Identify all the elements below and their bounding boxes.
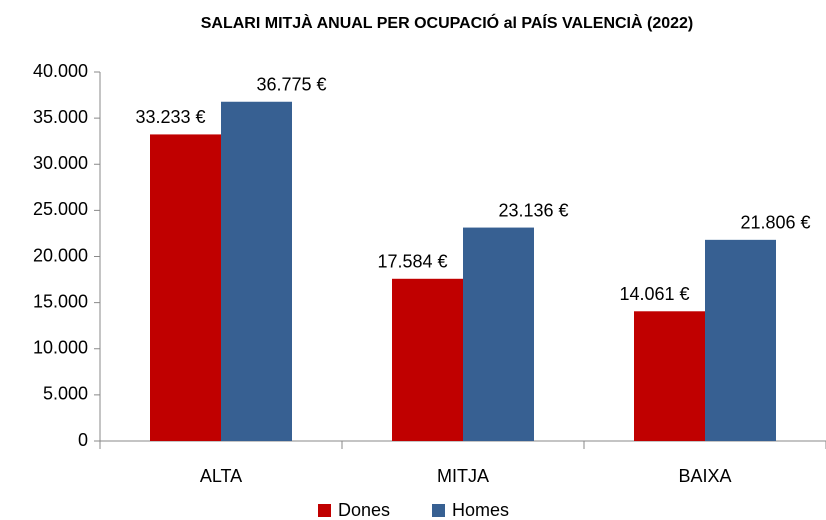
y-tick-label: 25.000 [33, 199, 88, 219]
legend-label: Homes [452, 500, 509, 520]
y-tick-label: 0 [78, 430, 88, 450]
y-tick-label: 10.000 [33, 338, 88, 358]
bar [705, 239, 776, 441]
legend-label: Dones [338, 500, 390, 520]
data-label: 33.233 € [135, 107, 205, 127]
y-tick-label: 5.000 [43, 384, 88, 404]
data-label: 23.136 € [498, 200, 568, 220]
legend-swatch [318, 504, 331, 517]
x-tick-label: BAIXA [678, 466, 731, 486]
y-tick-label: 30.000 [33, 153, 88, 173]
bar [463, 227, 534, 441]
data-label: 14.061 € [619, 284, 689, 304]
bar [634, 311, 705, 441]
y-tick-label: 20.000 [33, 245, 88, 265]
bar [221, 101, 292, 442]
data-label: 17.584 € [377, 252, 447, 272]
bar [392, 278, 463, 441]
bar [150, 134, 221, 441]
data-label: 21.806 € [740, 213, 810, 233]
chart-title: SALARI MITJÀ ANUAL PER OCUPACIÓ al PAÍS … [201, 13, 694, 32]
x-tick-label: ALTA [200, 466, 242, 486]
x-tick-label: MITJA [437, 466, 489, 486]
y-tick-label: 40.000 [33, 61, 88, 81]
y-tick-label: 35.000 [33, 107, 88, 127]
legend-swatch [432, 504, 445, 517]
y-tick-label: 15.000 [33, 291, 88, 311]
data-label: 36.775 € [256, 75, 326, 95]
